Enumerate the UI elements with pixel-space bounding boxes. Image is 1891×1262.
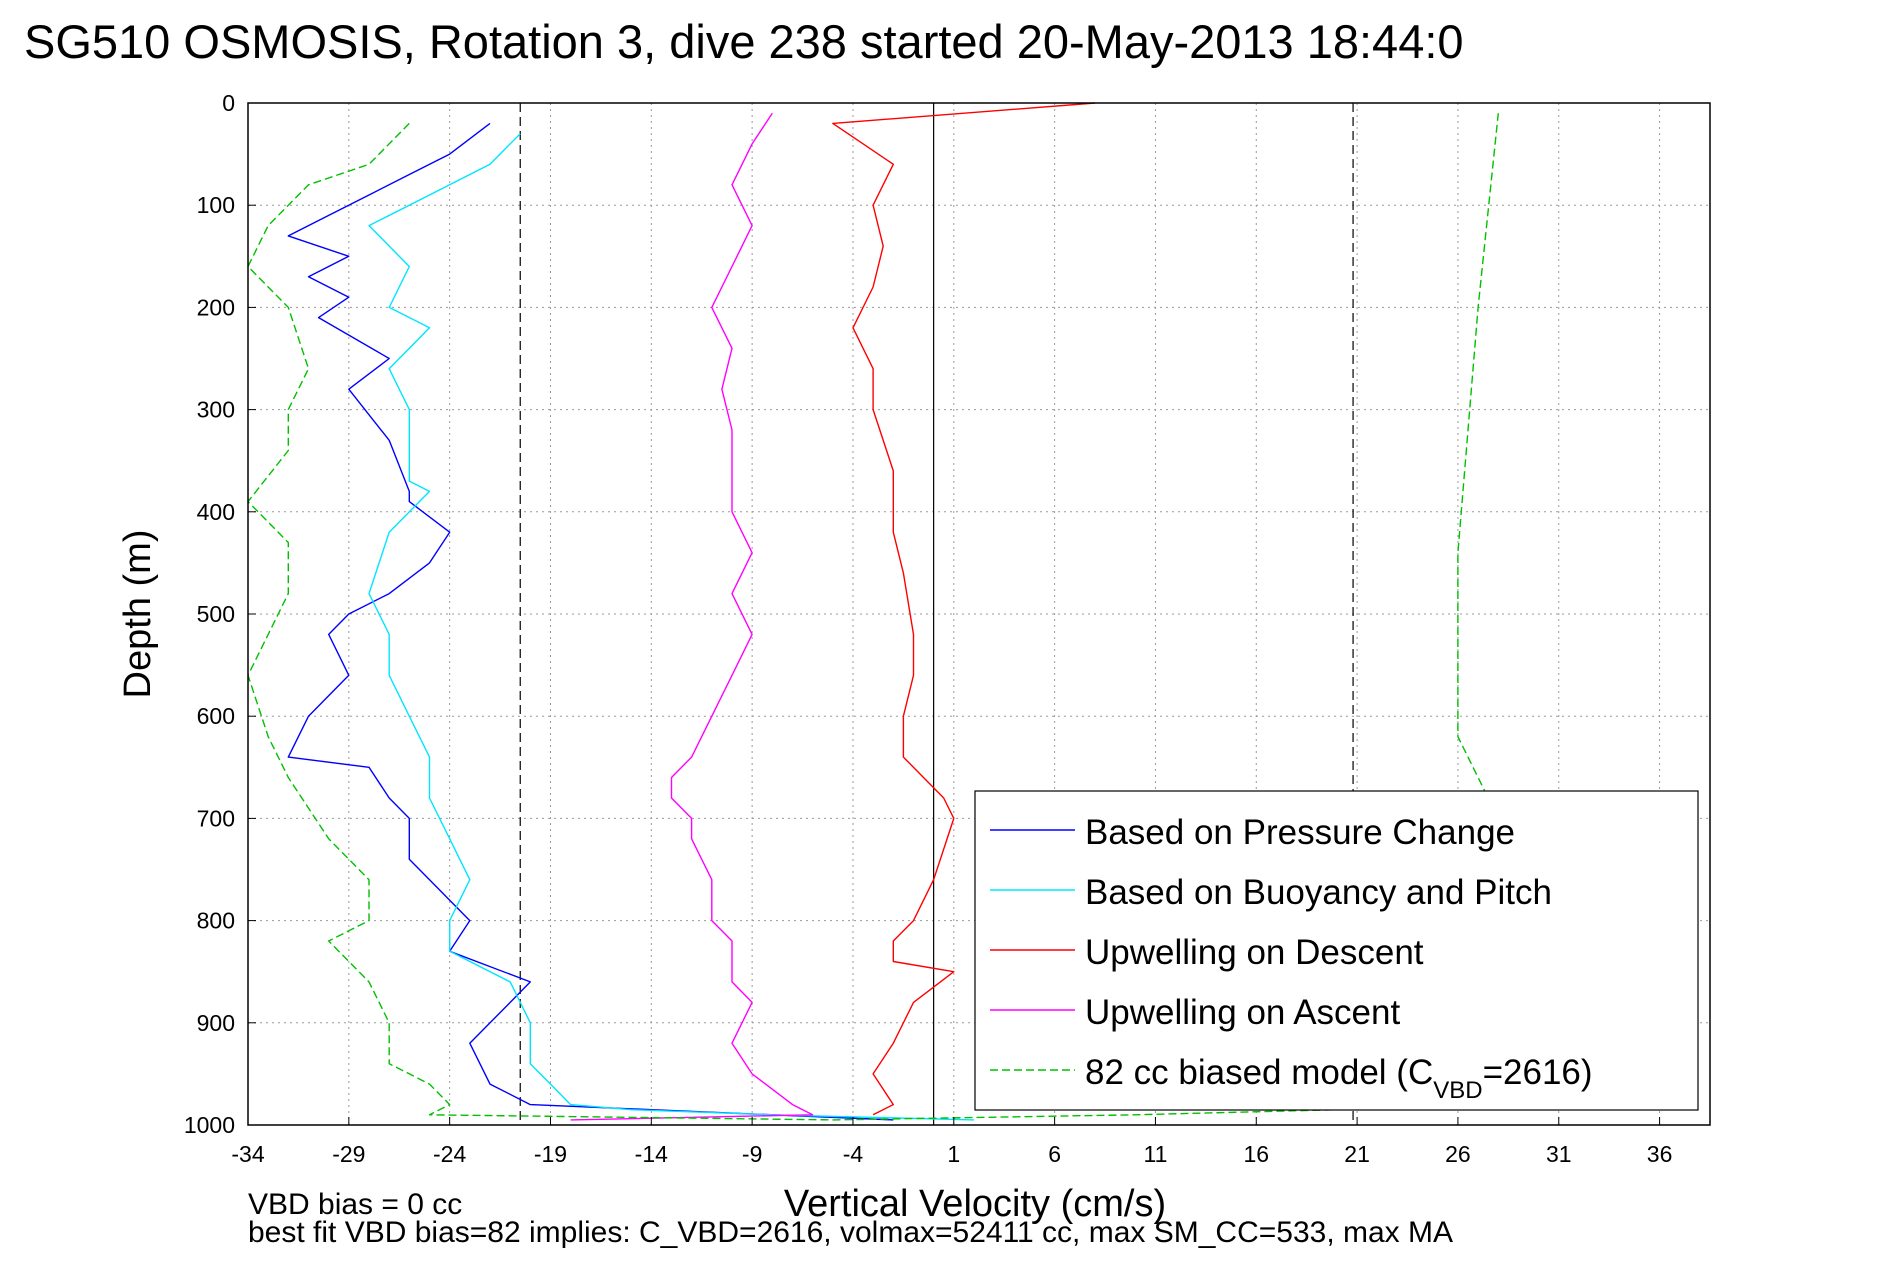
y-tick-label: 500 <box>197 601 235 627</box>
x-tick-label: -4 <box>843 1141 864 1167</box>
y-tick-label: 600 <box>197 703 235 729</box>
legend-entry-suffix: =2616) <box>1483 1053 1593 1092</box>
x-tick-label: 26 <box>1445 1141 1471 1167</box>
x-tick-label: -24 <box>433 1141 466 1167</box>
x-tick-label: -9 <box>742 1141 762 1167</box>
legend-box <box>974 790 1699 1111</box>
x-tick-label: 6 <box>1048 1141 1061 1167</box>
legend-entry-text: Upwelling on Descent <box>1085 933 1424 972</box>
x-tick-label: 16 <box>1243 1141 1269 1167</box>
x-tick-label: 21 <box>1344 1141 1370 1167</box>
legend-entry-label: Based on Buoyancy and Pitch <box>1085 873 1552 912</box>
series-line-2 <box>368 133 975 1121</box>
x-axis-ticks: -34 -29 -24 -19 -14 -9 -4 1 6 11 16 21 26 31 36 <box>231 1117 1672 1167</box>
legend: Based on Pressure Change Based on Buoyanc… <box>974 790 1699 1111</box>
chart-title: SG510 OSMOSIS, Rotation 3, dive 238 star… <box>24 15 1464 68</box>
data-series <box>247 102 1500 1121</box>
x-tick-label: -34 <box>231 1141 264 1167</box>
x-axis-label: Vertical Velocity (cm/s) <box>784 1183 1166 1225</box>
y-tick-label: 200 <box>197 294 235 320</box>
legend-entry-text: 82 cc biased model (C <box>1085 1053 1433 1092</box>
legend-entry-label: Based on Pressure Change <box>1085 813 1515 852</box>
reference-lines <box>519 103 1354 1125</box>
footnote-best-fit: best fit VBD bias=82 implies: C_VBD=2616… <box>248 1216 1453 1249</box>
series-line-4 <box>570 112 814 1121</box>
y-tick-label: 800 <box>197 908 235 934</box>
y-tick-label: 100 <box>197 192 235 218</box>
footnote-bias: VBD bias = 0 cc <box>248 1188 462 1221</box>
legend-entry-label: Upwelling on Ascent <box>1085 993 1400 1032</box>
legend-entry-subscript: VBD <box>1433 1077 1482 1104</box>
y-tick-label: 700 <box>197 805 235 831</box>
x-tick-label: 36 <box>1647 1141 1673 1167</box>
y-tick-label: 1000 <box>184 1112 235 1138</box>
x-tick-label: -29 <box>332 1141 365 1167</box>
y-axis-ticks: 0 100 200 300 400 500 600 700 800 900 1000 <box>184 90 256 1138</box>
series-line-1 <box>287 122 894 1121</box>
y-tick-label: 0 <box>222 90 235 116</box>
y-tick-label: 400 <box>197 499 235 525</box>
y-axis-label: Depth (m) <box>117 530 159 699</box>
legend-entry-label: Upwelling on Descent <box>1085 933 1424 972</box>
legend-entry-text: Based on Pressure Change <box>1085 813 1515 852</box>
x-tick-label: -14 <box>635 1141 668 1167</box>
legend-entry-text: Based on Buoyancy and Pitch <box>1085 873 1552 912</box>
plot-area <box>247 102 1711 1126</box>
y-tick-label: 300 <box>197 397 235 423</box>
series-line-3 <box>832 102 1096 1116</box>
x-tick-label: 11 <box>1144 1141 1168 1167</box>
legend-entry-text: Upwelling on Ascent <box>1085 993 1400 1032</box>
y-tick-label: 900 <box>197 1010 235 1036</box>
x-tick-label: -19 <box>534 1141 567 1167</box>
legend-entry-label: 82 cc biased model (CVBD=2616) <box>1085 1053 1593 1104</box>
x-tick-label: 1 <box>947 1141 960 1167</box>
x-tick-label: 31 <box>1546 1141 1572 1167</box>
